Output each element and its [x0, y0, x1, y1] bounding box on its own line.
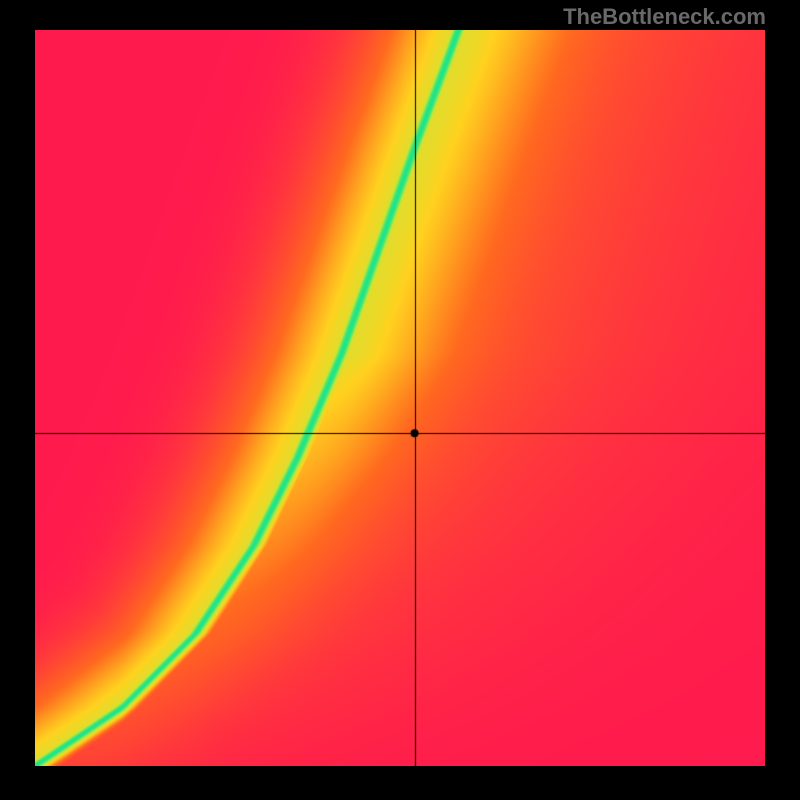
- watermark-text: TheBottleneck.com: [563, 4, 766, 30]
- plot-area: [35, 30, 765, 766]
- chart-frame: TheBottleneck.com: [0, 0, 800, 800]
- heatmap-canvas: [35, 30, 765, 766]
